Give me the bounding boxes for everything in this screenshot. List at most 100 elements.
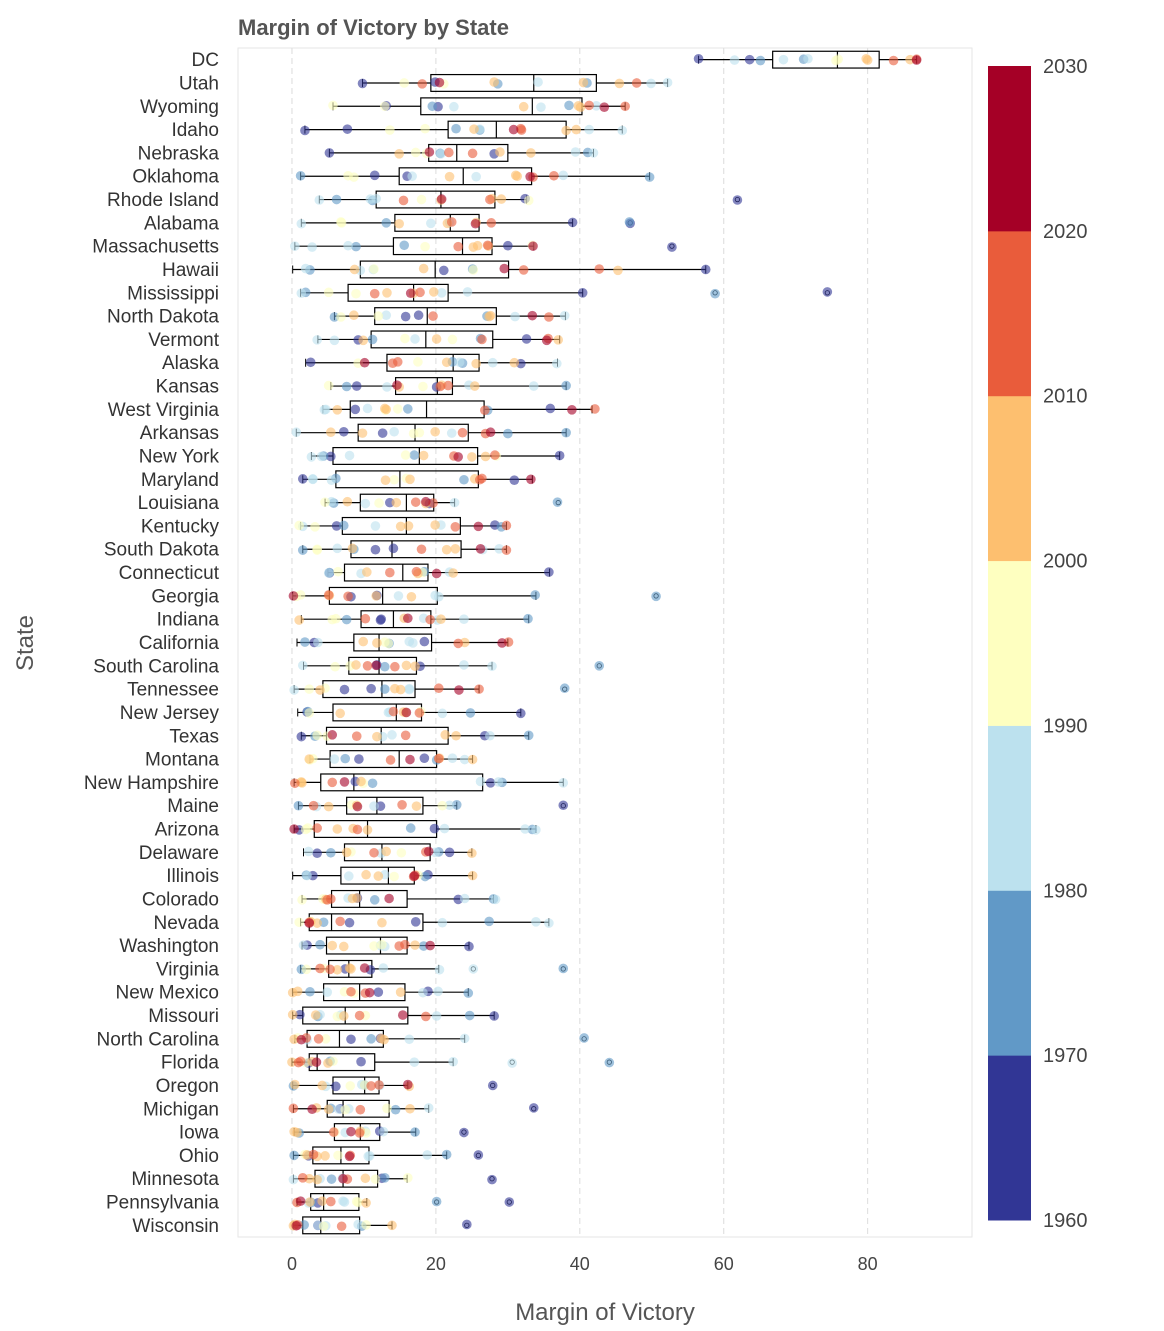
y-tick-label: Oklahoma [132, 167, 219, 188]
data-point [487, 1080, 498, 1091]
data-point [323, 801, 334, 812]
data-point [310, 522, 320, 532]
data-point [499, 263, 510, 274]
data-point [467, 754, 478, 765]
data-point [444, 800, 455, 811]
data-point [403, 1173, 413, 1183]
data-point [366, 683, 376, 694]
data-point [289, 1034, 299, 1045]
colorbar-tick-label: 2000 [1043, 551, 1088, 573]
data-point [528, 381, 539, 391]
data-point [435, 381, 446, 392]
box-iqr [347, 283, 449, 302]
data-point [578, 77, 589, 88]
data-point [561, 380, 571, 391]
y-tick-label: South Dakota [104, 540, 220, 561]
data-point [294, 520, 304, 531]
colorbar-tick-label: 1960 [1043, 1210, 1088, 1232]
data-point [400, 450, 411, 460]
data-point [437, 800, 448, 811]
data-point [516, 123, 526, 134]
data-point [744, 54, 755, 65]
chart-title: Margin of Victory by State [238, 15, 509, 40]
y-tick-label: New Hampshire [84, 773, 219, 794]
y-tick-label: DC [192, 50, 219, 71]
data-point [462, 287, 473, 297]
data-point [344, 871, 354, 881]
data-point [755, 55, 766, 66]
data-point [323, 1104, 334, 1115]
data-point [457, 427, 468, 438]
data-point [485, 427, 496, 438]
y-tick-label: Kansas [156, 377, 219, 398]
data-point [304, 708, 315, 718]
data-point [528, 241, 538, 251]
data-point [302, 870, 312, 881]
data-point [311, 1057, 322, 1067]
data-point [439, 823, 450, 834]
data-point [387, 730, 397, 740]
data-point [326, 1196, 336, 1207]
data-point [323, 287, 334, 298]
data-point [354, 1128, 365, 1138]
data-point [303, 846, 314, 857]
data-point [471, 171, 481, 182]
data-point [419, 753, 430, 763]
data-point [355, 1104, 366, 1115]
data-point [289, 824, 299, 834]
y-tick-label: Montana [145, 750, 219, 771]
data-point [322, 895, 333, 905]
data-point [362, 825, 373, 835]
data-point [410, 1127, 420, 1137]
data-point [357, 78, 368, 89]
data-point [404, 1034, 415, 1045]
data-point [485, 194, 495, 205]
data-point [459, 754, 470, 765]
data-point [401, 707, 412, 718]
data-point [297, 778, 307, 788]
data-point [390, 1104, 401, 1115]
data-point [551, 358, 562, 369]
data-point [662, 77, 673, 88]
data-point [861, 53, 872, 64]
data-point [331, 194, 342, 205]
data-point [541, 335, 552, 346]
data-point [501, 520, 512, 531]
data-point [380, 101, 390, 112]
data-point [375, 615, 386, 625]
data-point [405, 754, 415, 765]
data-point [292, 1127, 302, 1138]
data-point [293, 800, 304, 811]
data-point [370, 544, 381, 555]
data-point [409, 1057, 420, 1067]
data-point [525, 171, 535, 182]
colorbar-segment [988, 66, 1031, 232]
colorbar-segment [988, 1055, 1031, 1221]
data-point [388, 706, 399, 717]
data-point [384, 893, 394, 904]
data-point [450, 543, 461, 554]
data-point [380, 475, 391, 486]
data-point [471, 358, 481, 369]
data-point [289, 1150, 299, 1161]
data-point [418, 450, 429, 461]
data-point [327, 777, 338, 788]
data-point [536, 102, 546, 112]
data-point [405, 288, 416, 299]
data-point [290, 778, 300, 789]
data-point [459, 1033, 470, 1044]
data-point [469, 381, 480, 391]
data-point [451, 123, 461, 134]
data-point [413, 357, 423, 367]
y-tick-label: Washington [119, 936, 219, 957]
data-point [331, 521, 342, 531]
data-point [394, 218, 404, 229]
data-point [553, 335, 564, 345]
data-point [340, 1104, 351, 1115]
data-point [392, 404, 403, 414]
data-point [397, 799, 407, 810]
data-point [374, 1080, 384, 1090]
data-point [465, 708, 476, 718]
data-point [350, 404, 361, 415]
data-point [570, 147, 581, 157]
